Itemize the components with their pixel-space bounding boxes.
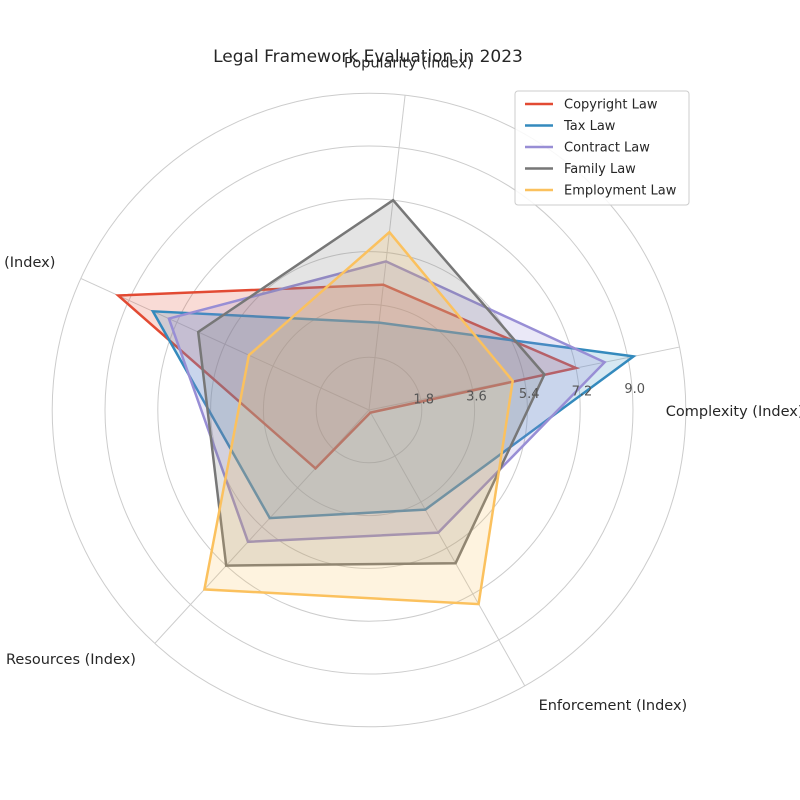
series-fill — [118, 284, 576, 469]
axis-label: Precedent (Index) — [0, 255, 55, 271]
radial-tick-label: 3.6 — [466, 390, 487, 405]
radial-tick-label: 7.2 — [572, 384, 593, 399]
series-layer — [115, 198, 637, 606]
legend-label: Tax Law — [563, 119, 616, 134]
grid — [51, 92, 687, 728]
axis-label: Popularity (Index) — [344, 55, 473, 71]
grid-spoke — [368, 95, 406, 411]
series-line — [150, 309, 637, 520]
radial-tick-label: 1.8 — [413, 392, 434, 407]
radial-tick-label: 9.0 — [624, 382, 645, 397]
series-fill — [152, 311, 634, 519]
grid-ring — [104, 145, 634, 675]
grid-ring — [315, 356, 423, 464]
grid-ring — [262, 303, 476, 517]
axis-label: Complexity (Index) — [666, 404, 800, 420]
grid-ring — [157, 198, 581, 622]
grid-spoke — [368, 409, 526, 687]
series-fill — [204, 232, 513, 605]
axis-label: Resources (Index) — [6, 652, 136, 668]
grid-ring — [51, 92, 687, 728]
legend: Copyright Law Tax Law Contract Law Family L… — [514, 90, 690, 206]
legend-label: Family Law — [564, 162, 636, 177]
series-line — [115, 283, 581, 471]
legend-label: Contract Law — [564, 141, 650, 156]
grid-spoke — [80, 277, 370, 411]
legend-label: Copyright Law — [564, 98, 658, 113]
legend-label: Employment Law — [564, 184, 677, 199]
radial-tick-label: 5.4 — [519, 387, 540, 402]
chart-title: Legal Framework Evaluation in 2023 — [213, 47, 523, 67]
label-layer: 1.8 3.6 5.4 7.2 9.0 Complexity (Index) Popular… — [0, 55, 800, 714]
axis-label: Enforcement (Index) — [539, 698, 688, 714]
series-fill — [198, 200, 545, 566]
series-line — [196, 198, 546, 567]
legend-box — [514, 90, 690, 206]
series-line — [167, 260, 607, 544]
series-line — [202, 230, 515, 606]
